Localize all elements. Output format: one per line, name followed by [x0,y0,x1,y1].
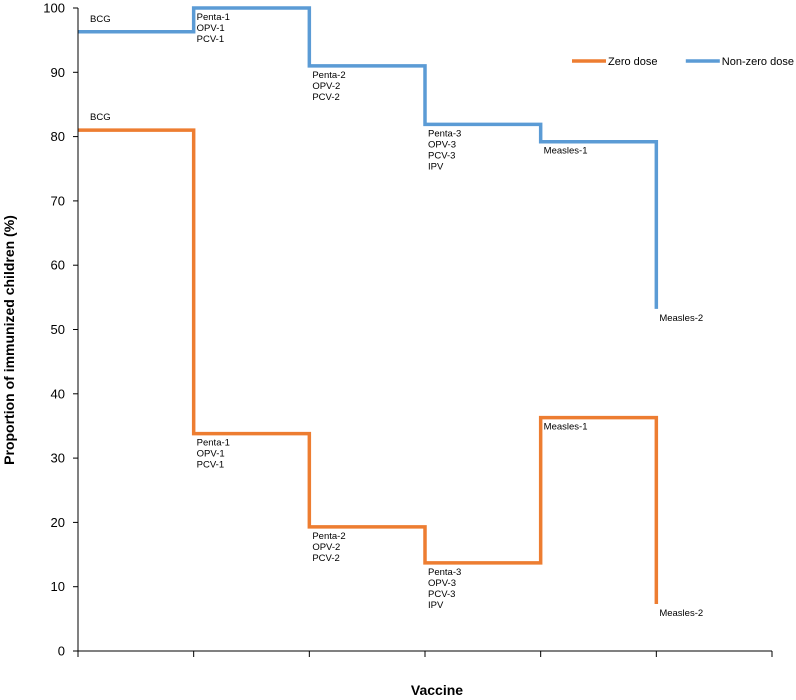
annotation-non-zero-dose-4-0: Measles-1 [544,146,588,157]
annotation-non-zero-dose-1-2: PCV-1 [197,34,224,45]
y-axis-ticks: 0 10 20 30 40 50 60 70 80 90 100 [43,1,78,659]
annotation-non-zero-dose-2-2: PCV-2 [312,92,339,103]
annotation-non-zero-dose-5-0: Measles-2 [659,313,703,324]
annotation-non-zero-dose-1-0: Penta-1 [197,12,230,23]
y-tick-label-50: 50 [51,322,65,337]
series-line-zero-dose [78,128,659,605]
annotation-zero-dose-2-0: Penta-2 [312,531,345,542]
annotation-non-zero-dose-3-2: PCV-3 [428,150,455,161]
annotation-zero-dose-2-2: PCV-2 [312,553,339,564]
dose-annotations: BCG Penta-1OPV-1PCV-1Penta-2OPV-2PCV-2Pen… [90,12,703,619]
x-axis-title: Vaccine [411,682,463,698]
annotation-non-zero-dose-3-0: Penta-3 [428,128,461,139]
annotation-zero-dose-0-0: BCG [90,112,111,123]
y-tick-label-0: 0 [58,644,65,659]
annotation-zero-dose-4-0: Measles-1 [544,422,588,433]
annotation-zero-dose-1-1: OPV-1 [197,449,225,460]
y-tick-label-70: 70 [51,193,65,208]
annotation-non-zero-dose-3-1: OPV-3 [428,139,456,150]
annotation-non-zero-dose-1-1: OPV-1 [197,23,225,34]
legend-label-non-zero-dose: Non-zero dose [722,56,794,68]
annotation-zero-dose-3-1: OPV-3 [428,578,456,589]
annotation-non-zero-dose-2-0: Penta-2 [312,70,345,81]
annotation-zero-dose-3-0: Penta-3 [428,567,461,578]
annotation-zero-dose-1-2: PCV-1 [197,460,224,471]
annotation-zero-dose-2-1: OPV-2 [312,542,340,553]
annotation-zero-dose-1-0: Penta-1 [197,438,230,449]
y-tick-label-60: 60 [51,258,65,273]
y-tick-label-80: 80 [51,129,65,144]
y-axis-title: Proportion of immunized children (%) [1,215,17,465]
annotation-non-zero-dose-0-0: BCG [90,14,111,25]
series-line-non-zero-dose [78,6,659,309]
annotation-zero-dose-3-2: PCV-3 [428,589,455,600]
annotation-non-zero-dose-2-1: OPV-2 [312,81,340,92]
y-tick-label-90: 90 [51,65,65,80]
annotation-non-zero-dose-3-3: IPV [428,161,444,172]
legend-label-zero-dose: Zero dose [608,56,658,68]
annotation-zero-dose-5-0: Measles-2 [659,608,703,619]
y-tick-label-20: 20 [51,515,65,530]
y-tick-label-10: 10 [51,579,65,594]
annotation-zero-dose-3-3: IPV [428,600,444,611]
series-layer [78,6,659,605]
y-tick-label-100: 100 [43,1,65,16]
legend: Zero dose Non-zero dose [572,56,794,68]
x-axis-ticks [77,651,773,657]
y-tick-label-40: 40 [51,386,65,401]
y-tick-label-30: 30 [51,451,65,466]
